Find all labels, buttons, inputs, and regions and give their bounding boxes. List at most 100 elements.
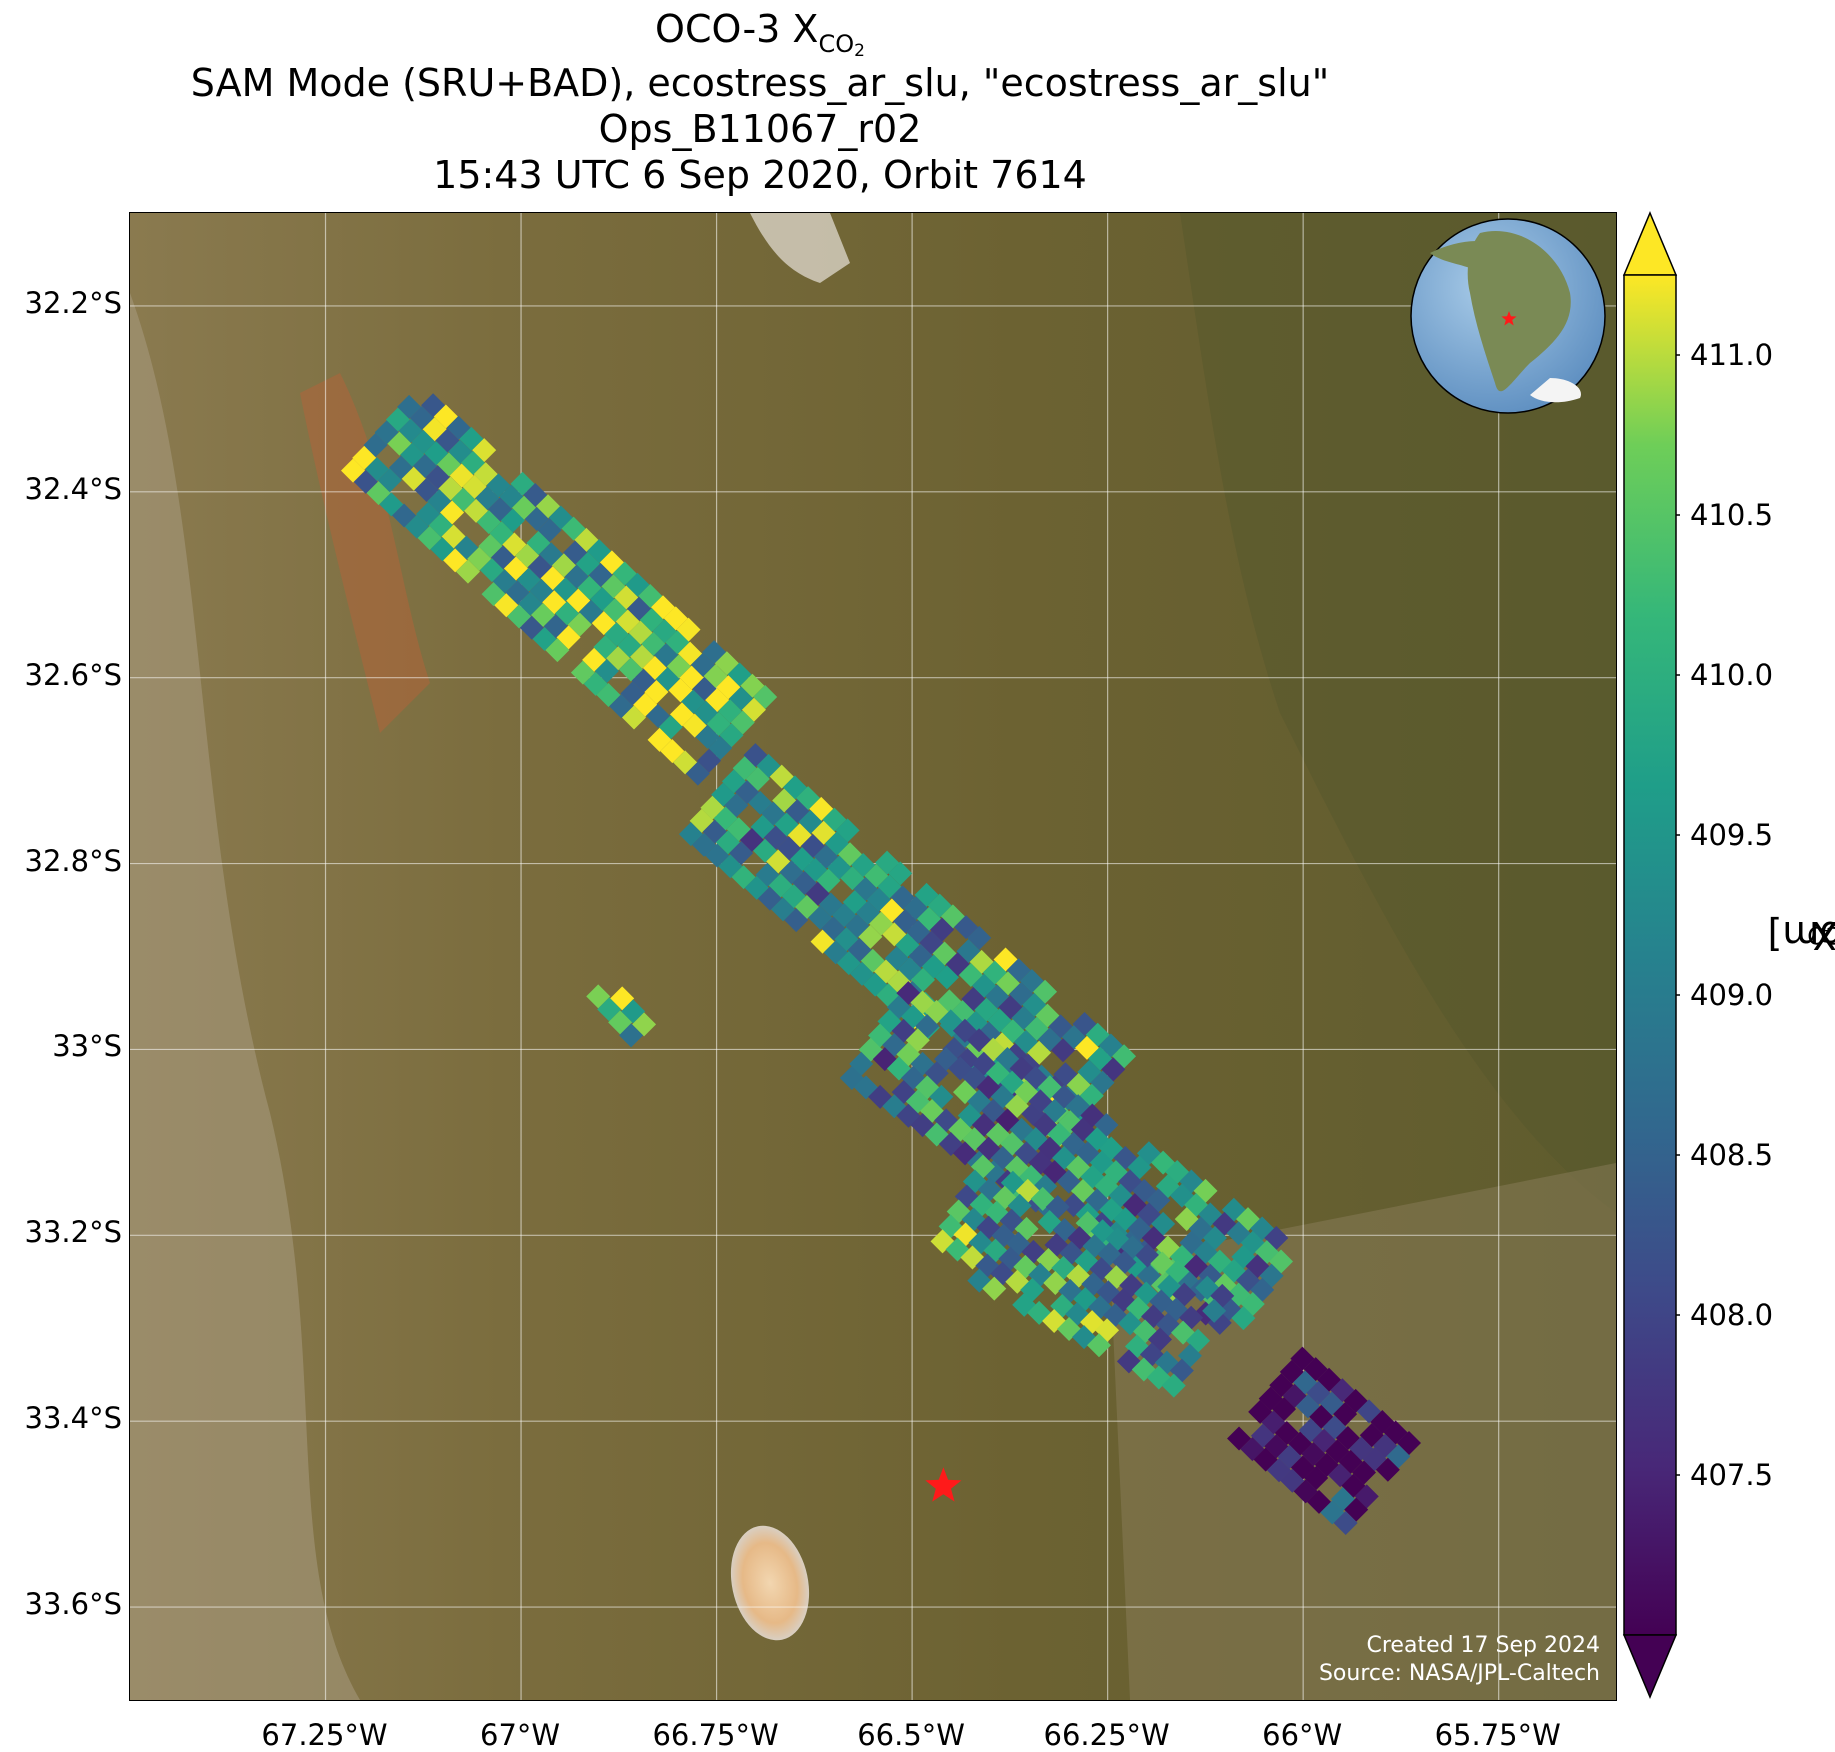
xco2-pixel	[693, 700, 718, 725]
xco2-pixel	[1127, 1155, 1152, 1180]
xco2-pixel	[606, 646, 631, 671]
xco2-pixel	[685, 761, 710, 786]
xco2-pixel	[507, 604, 532, 629]
xco2-pixel	[1056, 1169, 1081, 1194]
chart-title-line1: OCO-3 XCO2	[655, 7, 865, 61]
xco2-pixel	[703, 664, 728, 689]
x-tick-label: 66.25°W	[1043, 1718, 1170, 1752]
xco2-pixel	[1375, 1457, 1400, 1482]
xco2-pixel	[603, 598, 628, 623]
chart-title-line2: SAM Mode (SRU+BAD), ecostress_ar_slu, "e…	[190, 61, 1330, 105]
xco2-pixel	[1037, 1136, 1062, 1161]
xco2-pixel	[519, 615, 544, 640]
colorbar-tick-label: 409.5	[1690, 818, 1774, 852]
inset-target-star	[1501, 311, 1517, 326]
xco2-pixel	[619, 1023, 644, 1048]
xco2-pixel	[608, 1010, 633, 1035]
xco2-pixel	[609, 694, 634, 719]
colorbar-tick-label: 407.5	[1690, 1458, 1774, 1492]
colorbar-body	[1623, 274, 1677, 1636]
target-marker	[925, 1467, 962, 1502]
colorbar-tick-label: 408.5	[1690, 1138, 1774, 1172]
xco2-pixel	[982, 1276, 1007, 1301]
xco2-pixel	[1095, 1318, 1120, 1343]
colorbar-tick-label: 411.0	[1690, 338, 1774, 372]
xco2-pixel	[1090, 1070, 1115, 1095]
xco2-pixel	[518, 591, 543, 616]
x-tick-label: 66.75°W	[652, 1718, 779, 1752]
y-tick-label: 33.4°S	[24, 1401, 122, 1436]
xco2-pixel	[400, 442, 425, 467]
xco2-pixel	[1052, 1145, 1077, 1170]
xco2-pixel	[502, 532, 527, 557]
colorbar-ticks	[1676, 354, 1680, 1476]
xco2-pixel	[512, 495, 537, 520]
xco2-soundings	[341, 393, 1421, 1536]
x-tick-label: 65.75°W	[1434, 1718, 1561, 1752]
xco2-pixel	[545, 638, 570, 663]
xco2-pixel	[622, 705, 647, 730]
xco2-pixel	[1086, 1333, 1111, 1358]
xco2-pixel	[901, 1004, 926, 1029]
xco2-pixel	[1333, 1511, 1358, 1536]
xco2-pixel	[692, 676, 717, 701]
xco2-pixel	[1077, 1059, 1102, 1084]
map-panel: Created 17 Sep 2024 Source: NASA/JPL-Cal…	[129, 212, 1617, 1701]
xco2-pixel	[1226, 1221, 1251, 1246]
xco2-pixel	[1202, 1298, 1227, 1323]
y-tick-label: 32.4°S	[24, 471, 122, 506]
xco2-pixel	[377, 468, 402, 493]
credits: Created 17 Sep 2024 Source: NASA/JPL-Cal…	[1319, 1632, 1600, 1688]
y-tick-label: 32.6°S	[24, 657, 122, 692]
xco2-pixel	[1112, 1250, 1137, 1275]
xco2-pixel	[934, 965, 959, 990]
xco2-pixel	[397, 394, 422, 419]
xco2-pixel	[532, 626, 557, 651]
xco2-pixel	[877, 1009, 902, 1034]
colorbar-tick-label: 410.0	[1690, 658, 1774, 692]
xco2-pixel	[1033, 1174, 1058, 1199]
xco2-pixel	[596, 683, 621, 708]
xco2-pixel	[448, 439, 473, 464]
colorbar-extend-bottom	[1622, 1634, 1678, 1699]
xco2-pixel	[1136, 1141, 1161, 1166]
xco2-pixel	[620, 681, 645, 706]
xco2-pixel	[1066, 1155, 1091, 1180]
chart-title-line3: Ops_B11067_r02	[598, 107, 922, 151]
data-source: Source: NASA/JPL-Caltech	[1318, 1661, 1600, 1686]
y-tick-label: 33.6°S	[24, 1587, 122, 1622]
xco2-pixel	[1179, 1169, 1204, 1194]
xco2-pixel	[1165, 1160, 1190, 1185]
xco2-pixel	[503, 556, 528, 581]
xco2-pixel	[612, 561, 637, 586]
xco2-pixel	[398, 418, 423, 443]
xco2-pixel	[1011, 1006, 1036, 1031]
xco2-pixel	[645, 703, 670, 728]
xco2-pixel	[416, 502, 441, 527]
colorbar-extend-top	[1622, 211, 1678, 276]
y-tick-label: 33.2°S	[24, 1215, 122, 1250]
xco2-pixel	[990, 1146, 1015, 1171]
xco2-pixel	[705, 688, 730, 713]
xco2-pixel	[1042, 1160, 1067, 1185]
xco2-pixel	[455, 559, 480, 584]
xco2-pixel	[1012, 1292, 1037, 1317]
chart-title-line4: 15:43 UTC 6 Sep 2020, Orbit 7614	[433, 153, 1087, 197]
colorbar-tick-label: 410.5	[1690, 498, 1774, 532]
x-tick-label: 67°W	[480, 1718, 561, 1752]
xco2-pixel	[702, 640, 727, 665]
xco2-pixel	[446, 415, 471, 440]
xco2-pixel	[594, 659, 619, 684]
xco2-pixel	[990, 1032, 1015, 1057]
xco2-pixel	[1151, 1150, 1176, 1175]
xco2-pixel	[500, 508, 525, 533]
xco2-pixel	[784, 908, 809, 933]
created-date: Created 17 Sep 2024	[1366, 1633, 1601, 1658]
salt-lake	[730, 1525, 810, 1641]
inset-star-icon	[1501, 311, 1517, 326]
xco2-pixel	[1051, 1038, 1076, 1063]
colorbar	[1622, 211, 1680, 1699]
xco2-pixel	[615, 609, 640, 634]
xco2-pixel	[417, 525, 442, 550]
xco2-pixel	[1052, 1218, 1077, 1243]
